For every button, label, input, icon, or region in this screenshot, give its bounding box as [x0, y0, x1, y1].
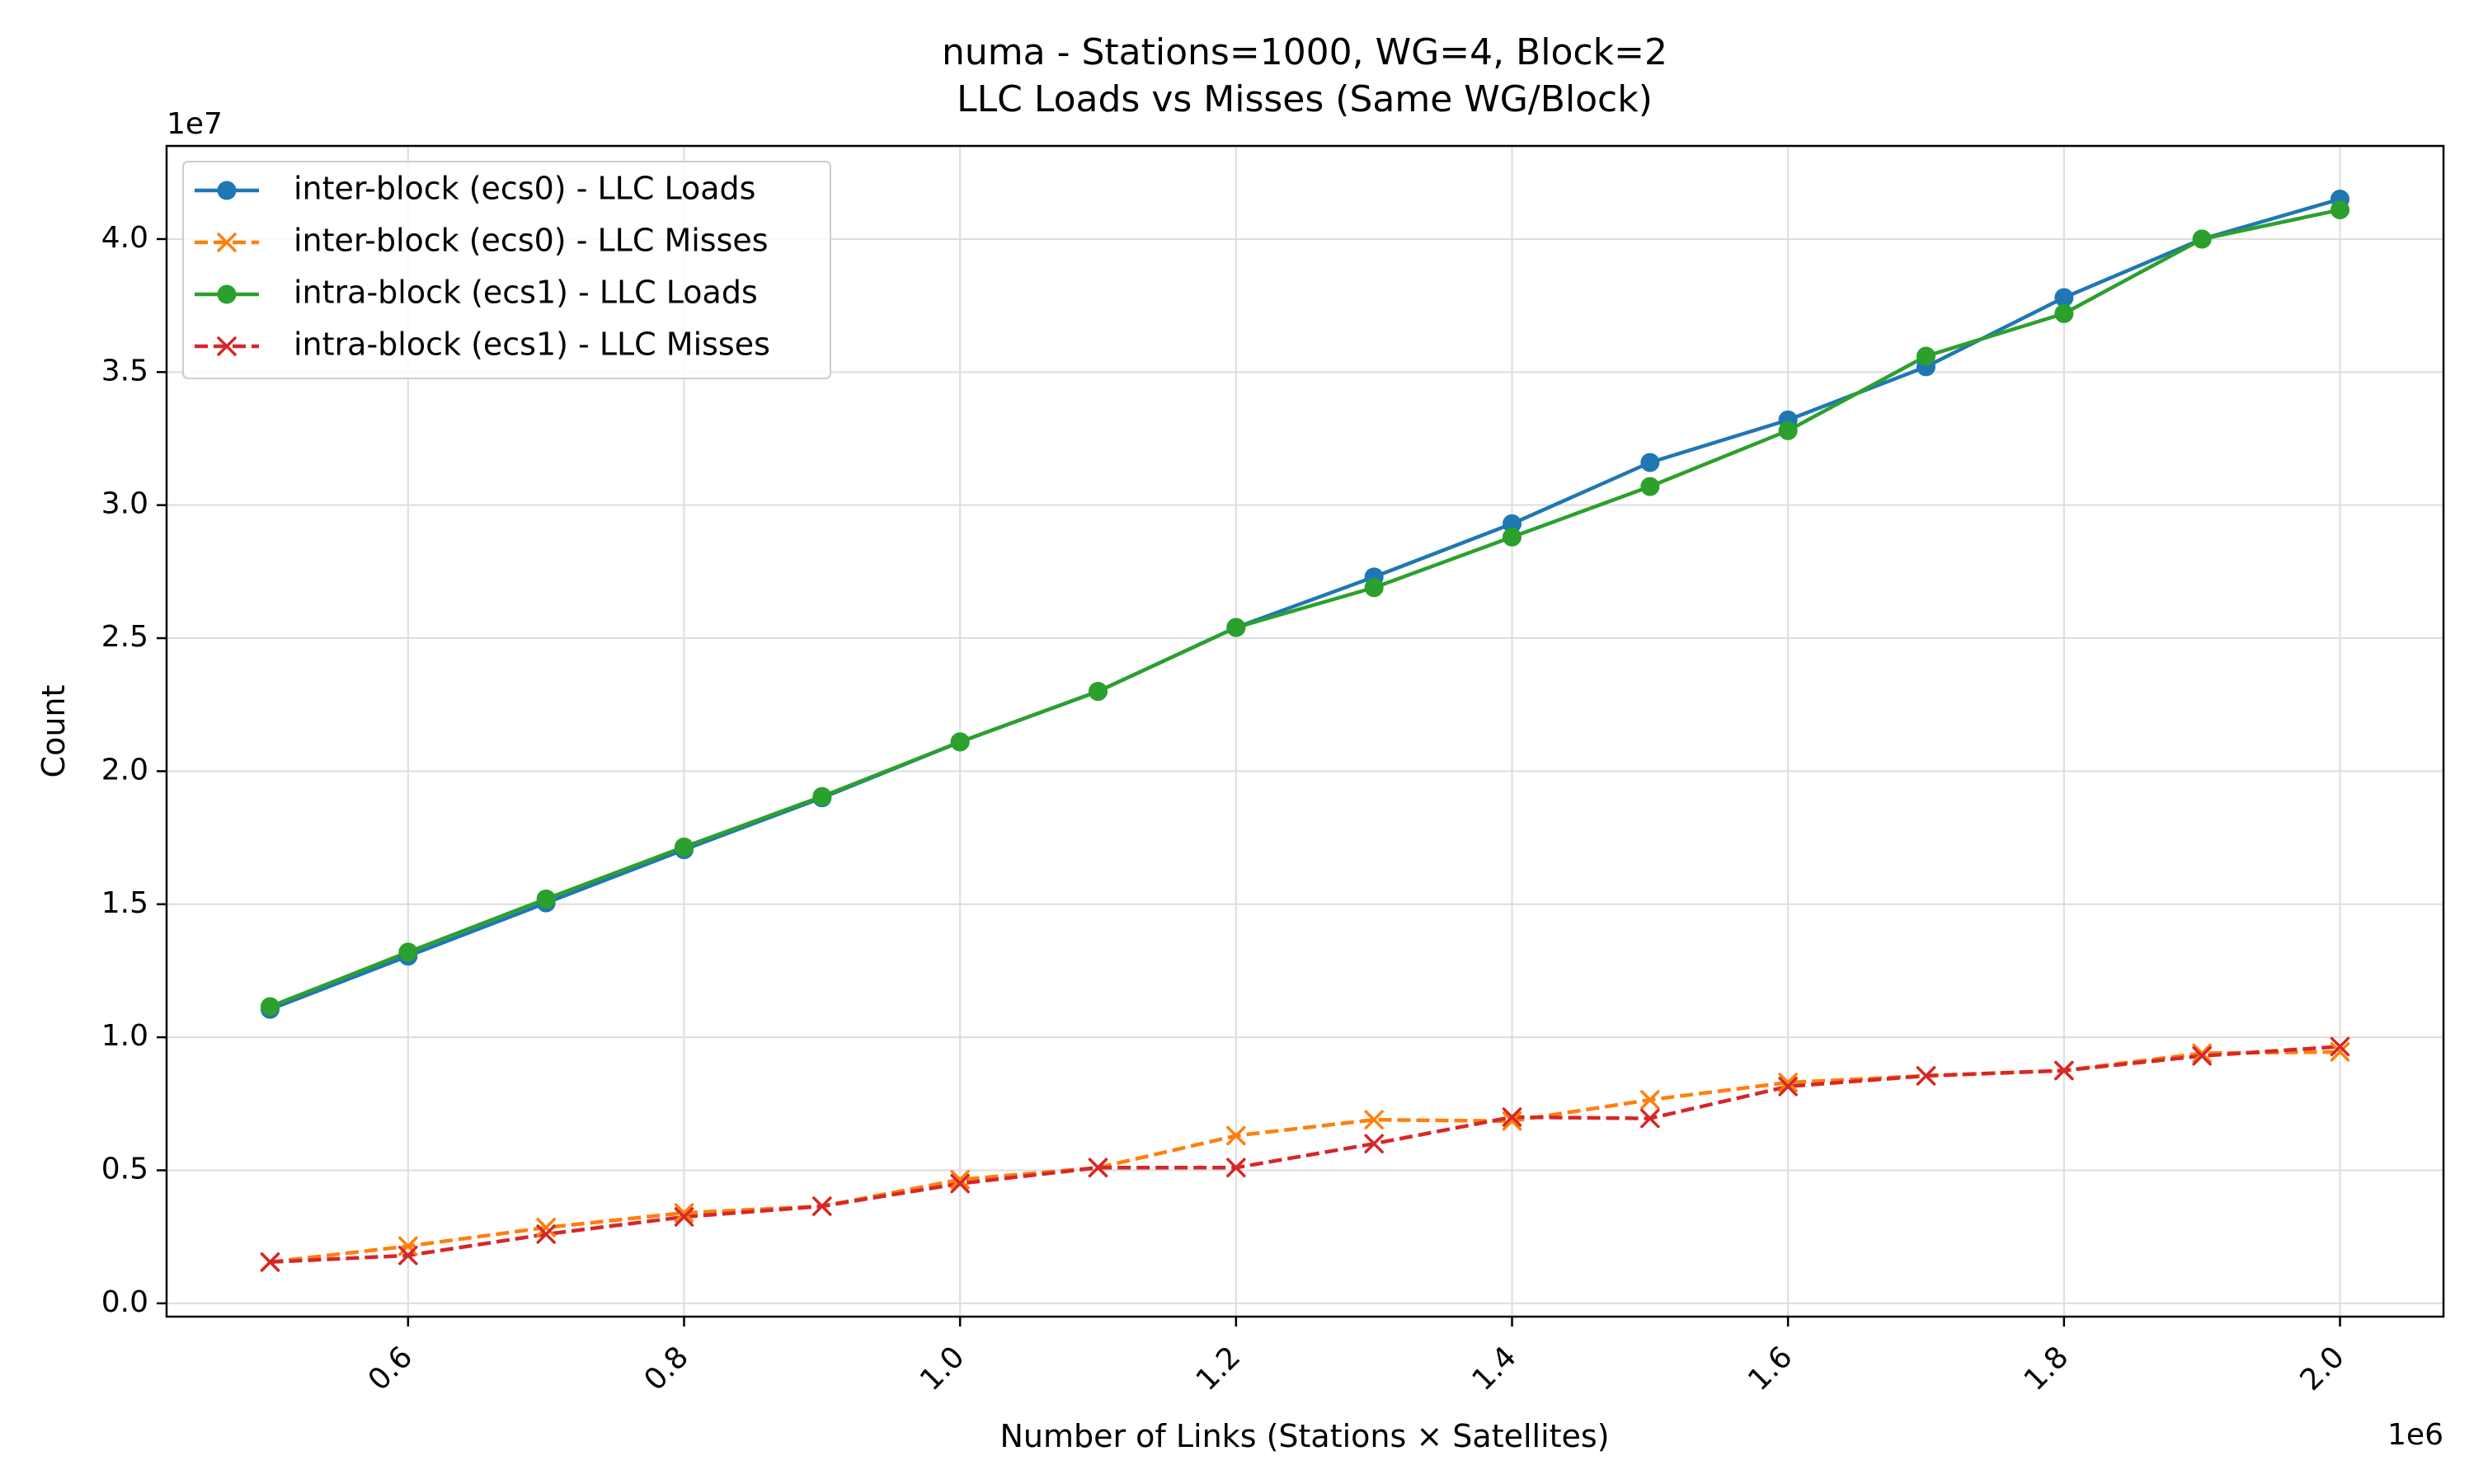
- data-point-series-3: [536, 889, 556, 909]
- y-axis-offset-label: 1e7: [167, 107, 223, 141]
- data-point-series-3: [675, 837, 694, 857]
- data-point-series-2: [536, 1218, 556, 1237]
- data-point-series-4: [2330, 1036, 2350, 1057]
- data-point-series-4: [1226, 1158, 1246, 1178]
- data-point-series-4: [260, 1252, 280, 1272]
- series-line-1: [269, 197, 2341, 1012]
- x-axis-offset-label: 1e6: [2387, 1418, 2443, 1452]
- grid: [167, 146, 2443, 1317]
- y-axis: 0.0 0.5 1.0 1.5 2.0 2.5 3.0 3.5 4.0: [101, 221, 167, 1319]
- data-point-series-4: [536, 1224, 556, 1244]
- data-point-series-3: [2054, 303, 2074, 323]
- legend-marker: [217, 284, 237, 304]
- data-point-series-4: [1364, 1134, 1384, 1153]
- series-markers: [260, 190, 2350, 1272]
- data-point-series-2: [674, 1203, 694, 1223]
- data-point-series-3: [1226, 618, 1246, 637]
- data-point-series-4: [1502, 1107, 1522, 1127]
- x-axis-label: Number of Links (Stations × Satellites): [999, 1418, 1609, 1454]
- data-point-series-3: [2331, 200, 2349, 219]
- legend-marker: [217, 232, 237, 252]
- y-tick-label: 2.5: [101, 620, 148, 654]
- data-point-series-4: [674, 1207, 694, 1227]
- data-point-series-2: [1778, 1073, 1798, 1092]
- y-tick-label: 3.5: [101, 354, 148, 387]
- data-point-series-2: [1640, 1090, 1660, 1110]
- legend-label: intra-block (ecs1) - LLC Loads: [294, 275, 758, 311]
- data-point-series-2: [950, 1170, 970, 1190]
- data-point-series-3: [1778, 420, 1798, 440]
- data-point-series-4: [812, 1196, 832, 1216]
- plot-frame: [165, 144, 2445, 1318]
- series-line-3: [269, 208, 2340, 1009]
- y-axis-label: Count: [35, 685, 72, 778]
- data-point-series-2: [1364, 1110, 1384, 1129]
- chart-subtitle: LLC Loads vs Misses (Same WG/Block): [957, 78, 1653, 120]
- data-point-series-4: [1088, 1158, 1108, 1178]
- data-point-series-3: [950, 732, 970, 752]
- data-point-series-3: [261, 997, 280, 1017]
- y-tick-label: 1.5: [101, 886, 148, 920]
- y-tick-label: 3.0: [101, 487, 148, 521]
- legend-box: [182, 161, 831, 379]
- legend-marker: [217, 181, 237, 200]
- data-point-series-3: [1917, 346, 1935, 366]
- data-point-series-1: [1640, 453, 1660, 472]
- y-tick-label: 0.0: [101, 1285, 148, 1319]
- series-line-4: [270, 1045, 2340, 1265]
- data-point-series-2: [2192, 1043, 2212, 1064]
- legend-marker: [217, 336, 237, 356]
- y-tick-label: 0.5: [101, 1153, 148, 1186]
- data-point-series-4: [2054, 1060, 2074, 1081]
- data-point-series-3: [1503, 527, 1522, 547]
- data-point-series-4: [1640, 1108, 1660, 1129]
- data-point-series-4: [2192, 1045, 2212, 1066]
- data-point-series-3: [398, 942, 418, 962]
- series-line-2: [270, 1050, 2340, 1265]
- chart-title: numa - Stations=1000, WG=4, Block=2: [942, 31, 1667, 73]
- y-tick-label: 1.0: [101, 1019, 148, 1053]
- y-tick-label: 2.0: [101, 753, 148, 787]
- data-point-series-4: [950, 1173, 970, 1194]
- data-point-series-2: [1226, 1125, 1246, 1146]
- y-tick-label: 4.0: [101, 221, 148, 255]
- legend-label: intra-block (ecs1) - LLC Misses: [294, 326, 770, 363]
- data-point-series-4: [1916, 1066, 1936, 1086]
- data-point-series-3: [1640, 477, 1660, 496]
- data-point-series-3: [2192, 229, 2212, 249]
- data-point-series-2: [1502, 1111, 1522, 1131]
- series-lines: [269, 197, 2341, 1265]
- legend-label: inter-block (ecs0) - LLC Misses: [294, 223, 769, 259]
- legend-label: inter-block (ecs0) - LLC Loads: [294, 171, 755, 207]
- data-point-series-3: [1089, 682, 1108, 702]
- data-point-series-3: [812, 787, 832, 806]
- data-point-series-4: [398, 1246, 418, 1266]
- data-point-series-3: [1364, 578, 1384, 598]
- legend: inter-block (ecs0) - LLC Loads inter-bloc…: [182, 161, 831, 379]
- data-point-series-1: [2054, 288, 2074, 308]
- data-point-series-2: [2330, 1042, 2350, 1062]
- data-point-series-4: [1778, 1077, 1798, 1097]
